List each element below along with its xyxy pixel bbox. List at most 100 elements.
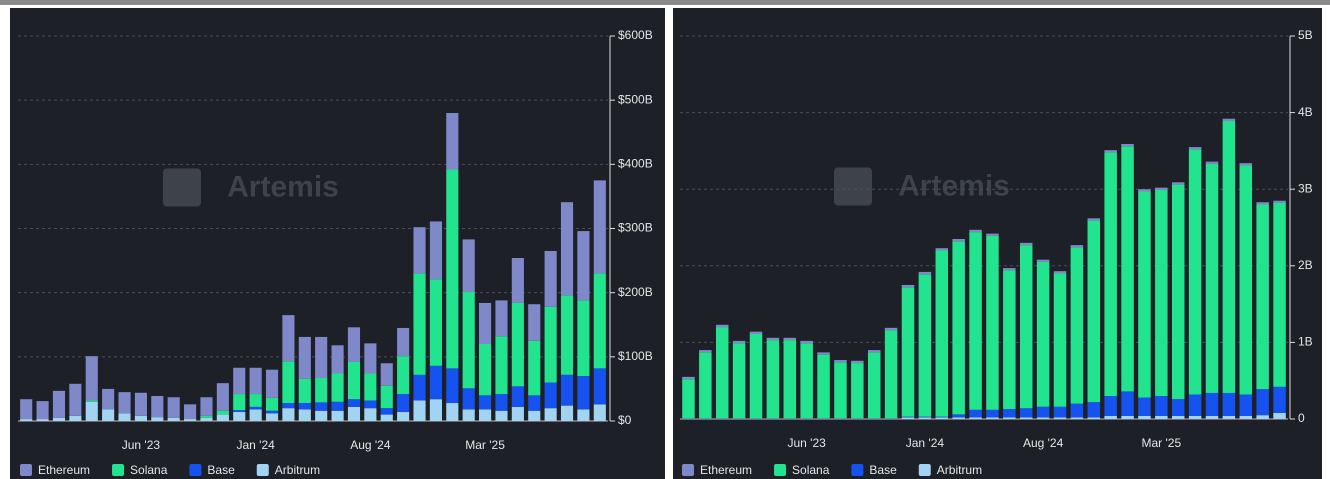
legend-swatch [112,464,125,476]
bar-segment [1003,270,1016,410]
top-bar [0,0,1330,5]
bar-segment [1036,259,1050,262]
bar-segment [715,327,729,419]
bar-segment [315,336,328,379]
bar-segment [577,376,590,410]
bar-segment [446,169,459,369]
bar-segment [380,385,393,409]
bar-segment [682,376,695,380]
bar-segment [560,374,574,406]
bar-segment [1070,247,1084,404]
bar-segment [834,360,847,363]
y-tick-label: $100B [618,349,653,363]
bar-segment [577,300,590,377]
y-tick-label: 2B [1298,258,1313,272]
bar-segment [560,405,574,421]
bar-segment [867,352,881,419]
bar-segment [446,403,459,421]
bar-segment [479,395,492,410]
bar-segment [1104,150,1117,153]
bar-segment [766,337,780,341]
bar-segment [1036,417,1050,419]
bar-segment [282,361,295,404]
bar-segment [800,340,813,344]
bar-segment [429,279,442,366]
legend-label: Base [869,463,897,477]
bar-segment [347,399,361,407]
x-tick-label: Mar '25 [465,438,505,452]
bar-segment [479,344,492,396]
bar-segment [429,365,442,400]
bar-segment [901,417,915,419]
bar-segment [462,292,475,389]
bar-segment [699,352,712,419]
x-tick-label: Mar '25 [1142,436,1182,450]
bar-segment [36,401,49,420]
bar-segment [265,397,279,411]
bar-segment [1104,396,1117,416]
bar-segment [429,221,442,280]
bar-segment [184,404,197,420]
bar-segment [1171,182,1185,185]
y-tick-label: 3B [1298,181,1313,195]
bar-segment [1256,202,1269,205]
y-tick-label: $400B [618,157,653,171]
bar-segment [479,409,492,421]
legend-label: Ethereum [700,463,752,477]
y-tick-label: $200B [618,285,653,299]
bar-segment [935,417,949,419]
bar-segment [1188,149,1202,395]
watermark-logo [163,168,201,207]
legend-label: Solana [130,463,168,477]
bar-segment [682,379,695,419]
bar-segment [315,410,328,421]
legend-swatch [20,464,32,476]
bar-segment [593,273,606,369]
y-tick-label: $300B [618,221,653,235]
bar-segment [577,409,590,421]
bar-segment [479,302,492,344]
bar-segment [1104,152,1117,397]
bar-segment [216,410,229,415]
bar-segment [699,350,712,353]
bar-segment [331,373,344,402]
bar-segment [732,343,746,419]
bar-segment [918,417,932,419]
bar-segment [298,378,311,404]
bar-segment [200,417,213,421]
bar-segment [1019,417,1033,419]
bar-segment [766,340,780,419]
bar-segment [1155,415,1168,419]
bar-segment [1053,417,1067,419]
legend-label: Solana [792,463,830,477]
bar-segment [1205,415,1219,419]
bar-segment [969,417,982,419]
bar-segment [1121,144,1134,147]
legend-swatch [256,464,269,476]
legend-swatch [918,464,931,476]
bar-segment [1205,163,1219,393]
bar-segment [986,409,999,418]
legend-swatch [189,464,202,476]
bar-segment [851,363,864,419]
bar-segment [397,327,410,357]
bar-segment [1138,397,1151,416]
bar-segment [298,403,311,410]
x-tick-label: Aug '24 [1023,436,1064,450]
bar-segment [200,397,213,416]
bar-segment [1222,392,1236,416]
bar-segment [118,413,131,421]
bar-segment [1222,121,1236,393]
bar-segment [1171,184,1185,400]
bar-segment [331,401,344,411]
bar-segment [1036,406,1050,418]
bar-segment [528,395,541,411]
bar-segment [364,400,377,409]
bar-segment [528,340,541,396]
bar-segment [986,233,999,236]
bar-segment [167,397,180,418]
bar-segment [1273,386,1286,413]
bar-segment [1239,163,1253,166]
bar-segment [298,409,311,421]
